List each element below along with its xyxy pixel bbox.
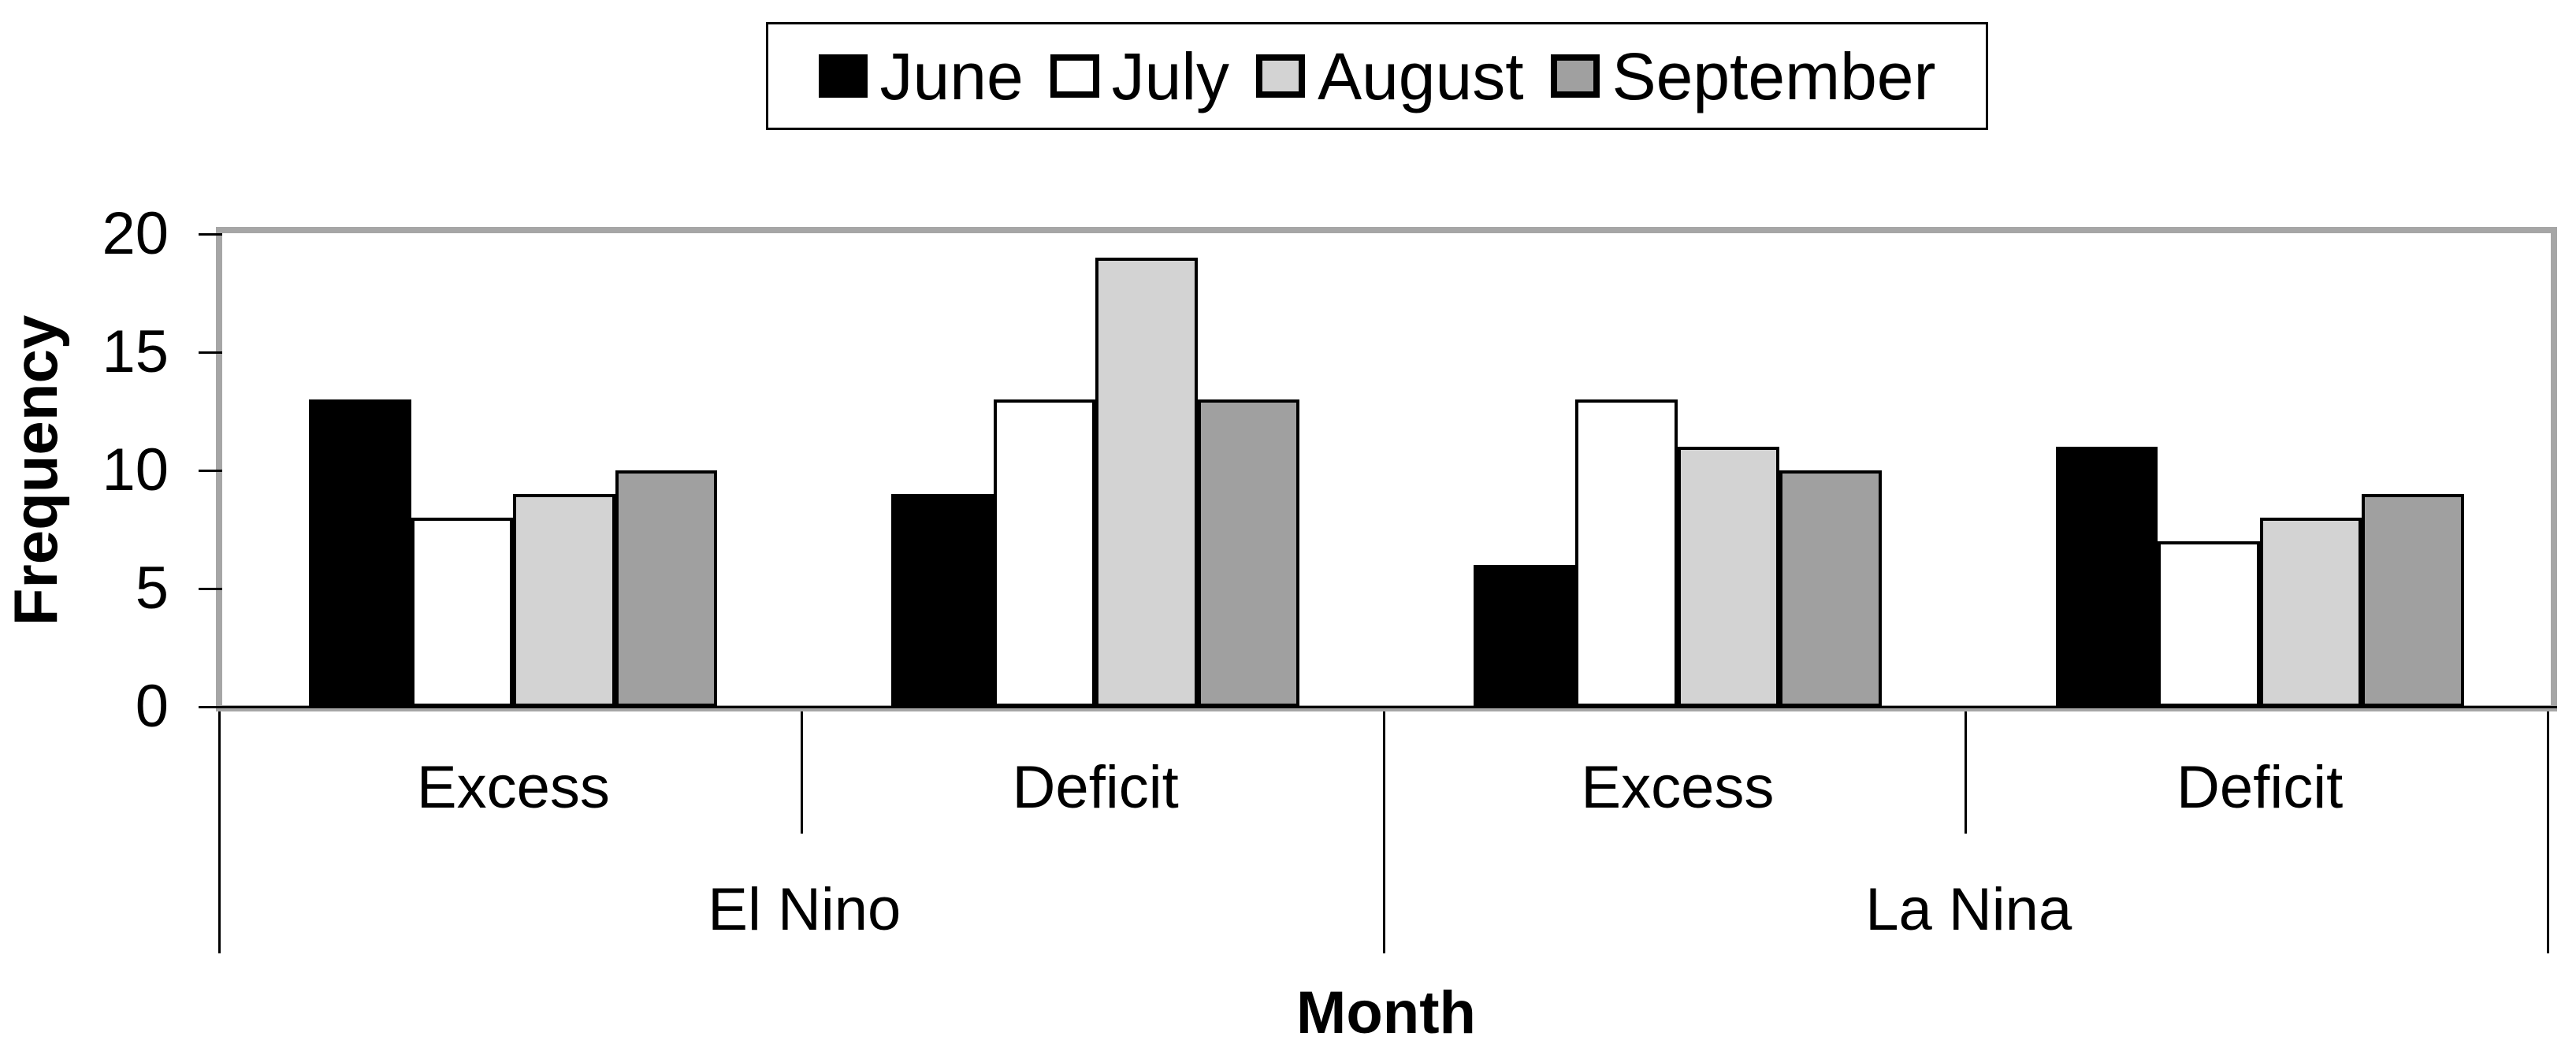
group-separator xyxy=(218,711,221,953)
legend-item-july: July xyxy=(1050,43,1229,110)
y-tick-mark xyxy=(199,469,222,472)
bar-september-excess xyxy=(1779,470,1882,707)
category-label-deficit: Deficit xyxy=(1012,754,1179,821)
legend-label: August xyxy=(1318,39,1524,113)
plot-border-right xyxy=(2551,227,2557,711)
group-separator xyxy=(2547,711,2549,953)
y-tick-mark xyxy=(199,587,222,590)
plot-border-top xyxy=(216,227,2557,233)
category-label-deficit: Deficit xyxy=(2176,754,2344,821)
group-label-el-nino: El Nino xyxy=(708,876,901,943)
legend-label: June xyxy=(879,39,1024,113)
june-swatch-icon xyxy=(818,54,868,98)
y-tick-label: 10 xyxy=(102,436,169,503)
bar-september-excess xyxy=(615,470,718,707)
y-tick-label: 0 xyxy=(135,673,169,740)
bar-august-excess xyxy=(1677,447,1780,707)
category-label-excess: Excess xyxy=(416,754,610,821)
y-tick-mark xyxy=(199,351,222,354)
category-separator xyxy=(1965,711,1968,834)
group-separator xyxy=(1382,711,1385,953)
bar-july-deficit xyxy=(2158,541,2260,707)
bar-june-deficit xyxy=(891,494,994,707)
plot-border-bottom xyxy=(216,705,2557,711)
y-tick-label: 15 xyxy=(102,318,169,385)
bar-september-deficit xyxy=(2362,494,2464,707)
x-axis-title: Month xyxy=(1296,979,1476,1046)
legend: June July August September xyxy=(766,22,1988,130)
y-tick-mark xyxy=(199,232,222,236)
bar-september-deficit xyxy=(1197,399,1300,707)
category-separator xyxy=(800,711,803,834)
bar-june-deficit xyxy=(2055,447,2158,707)
y-tick-label: 5 xyxy=(135,555,169,622)
category-label-excess: Excess xyxy=(1581,754,1775,821)
september-swatch-icon xyxy=(1550,54,1600,98)
bar-august-deficit xyxy=(2259,518,2362,707)
legend-label: September xyxy=(1611,39,1936,113)
y-tick-mark xyxy=(199,705,222,708)
bar-july-excess xyxy=(411,518,514,707)
legend-item-june: June xyxy=(818,39,1024,113)
group-label-la-nina: La Nina xyxy=(1865,876,2072,943)
legend-item-august: August xyxy=(1256,43,1524,110)
x-axis-line xyxy=(216,706,2557,708)
bar-july-deficit xyxy=(993,399,1096,707)
bar-june-excess xyxy=(1473,565,1576,707)
bar-august-deficit xyxy=(1095,258,1198,707)
legend-label: July xyxy=(1111,39,1230,113)
bar-june-excess xyxy=(309,399,411,707)
legend-item-september: September xyxy=(1550,39,1936,113)
august-swatch-icon xyxy=(1256,54,1306,98)
bar-august-excess xyxy=(513,494,615,707)
july-swatch-icon xyxy=(1050,54,1099,98)
y-tick-label: 20 xyxy=(102,200,169,267)
bar-july-excess xyxy=(1575,399,1678,707)
